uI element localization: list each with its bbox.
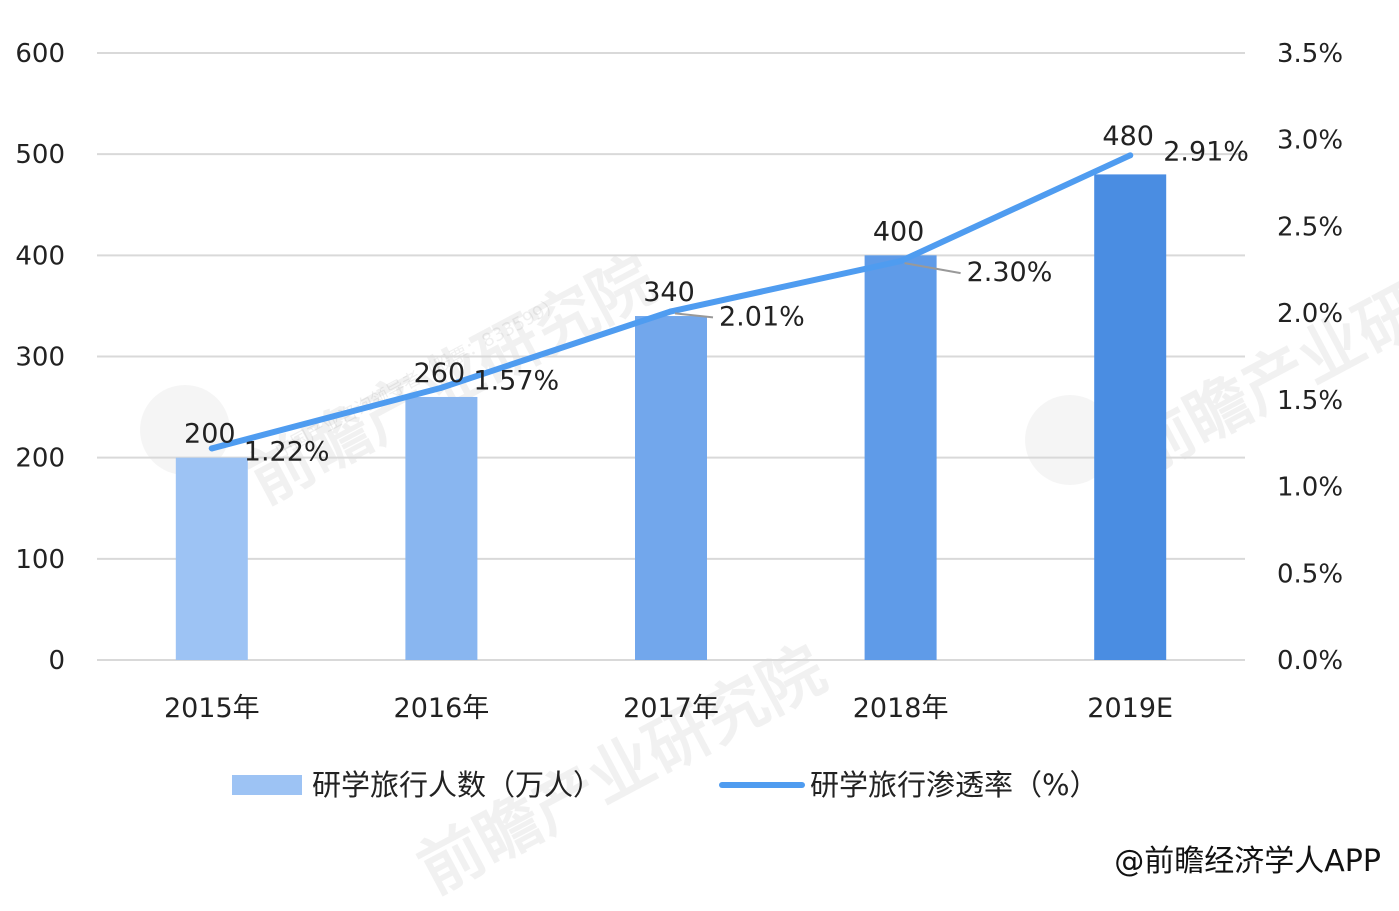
right-axis-tick-label: 0.5% bbox=[1277, 559, 1343, 589]
line-point bbox=[208, 445, 215, 452]
left-axis-tick-label: 0 bbox=[48, 646, 65, 676]
line-point bbox=[668, 308, 674, 315]
left-axis-tick-label: 600 bbox=[15, 39, 65, 69]
line-data-label: 2.01% bbox=[719, 301, 805, 332]
bar bbox=[405, 396, 478, 660]
bar bbox=[1094, 174, 1167, 660]
bar-data-label: 260 bbox=[414, 358, 466, 389]
right-axis-tick-label: 0.0% bbox=[1277, 646, 1343, 676]
bar bbox=[864, 255, 937, 661]
right-axis-tick-label: 1.0% bbox=[1277, 473, 1343, 503]
legend-label-line: 研学旅行渗透率（%） bbox=[810, 768, 1099, 802]
line-data-label: 1.22% bbox=[244, 436, 330, 467]
left-axis-tick-label: 400 bbox=[15, 241, 65, 271]
x-axis-tick-label: 2015年 bbox=[164, 693, 260, 724]
bar-data-label: 200 bbox=[184, 419, 236, 450]
right-axis-tick-label: 2.5% bbox=[1277, 212, 1343, 242]
left-axis-tick-label: 200 bbox=[15, 444, 65, 474]
legend-label-bar: 研学旅行人数（万人） bbox=[312, 768, 602, 802]
line-data-label: 2.91% bbox=[1163, 136, 1249, 167]
x-axis-tick-label: 2019E bbox=[1087, 693, 1173, 724]
right-axis-tick-label: 3.0% bbox=[1277, 126, 1343, 156]
right-axis-tick-label: 2.0% bbox=[1277, 299, 1343, 329]
leader-line bbox=[904, 262, 961, 275]
left-axis-tick-label: 100 bbox=[15, 545, 65, 575]
bar bbox=[175, 457, 248, 660]
left-axis-tick-label: 300 bbox=[15, 343, 65, 373]
chart: 0 100 200 300 400 500 600 0.0% 0.5% 1.0% 1.5% 2.0% 2… bbox=[15, 39, 1343, 802]
line-point bbox=[438, 384, 445, 391]
credit-text: @前瞻经济学人APP bbox=[1114, 844, 1381, 879]
line-data-label: 1.57% bbox=[473, 366, 559, 397]
bar-data-label: 340 bbox=[643, 277, 695, 308]
line-data-label: 2.30% bbox=[967, 257, 1053, 288]
x-axis-tick-label: 2017年 bbox=[623, 693, 719, 724]
right-axis-tick-label: 1.5% bbox=[1277, 386, 1343, 416]
leader-line bbox=[674, 312, 714, 319]
x-axis-tick-label: 2016年 bbox=[394, 693, 490, 724]
x-axis-tick-label: 2018年 bbox=[853, 693, 949, 724]
bar-data-label: 480 bbox=[1102, 121, 1154, 152]
right-axis-tick-label: 3.5% bbox=[1277, 39, 1343, 69]
line-point bbox=[1127, 152, 1134, 159]
line-point bbox=[897, 258, 904, 265]
bar-data-label: 400 bbox=[873, 216, 925, 247]
legend-swatch-bar bbox=[232, 775, 302, 795]
bar bbox=[635, 316, 707, 660]
left-axis-tick-label: 500 bbox=[15, 140, 65, 170]
